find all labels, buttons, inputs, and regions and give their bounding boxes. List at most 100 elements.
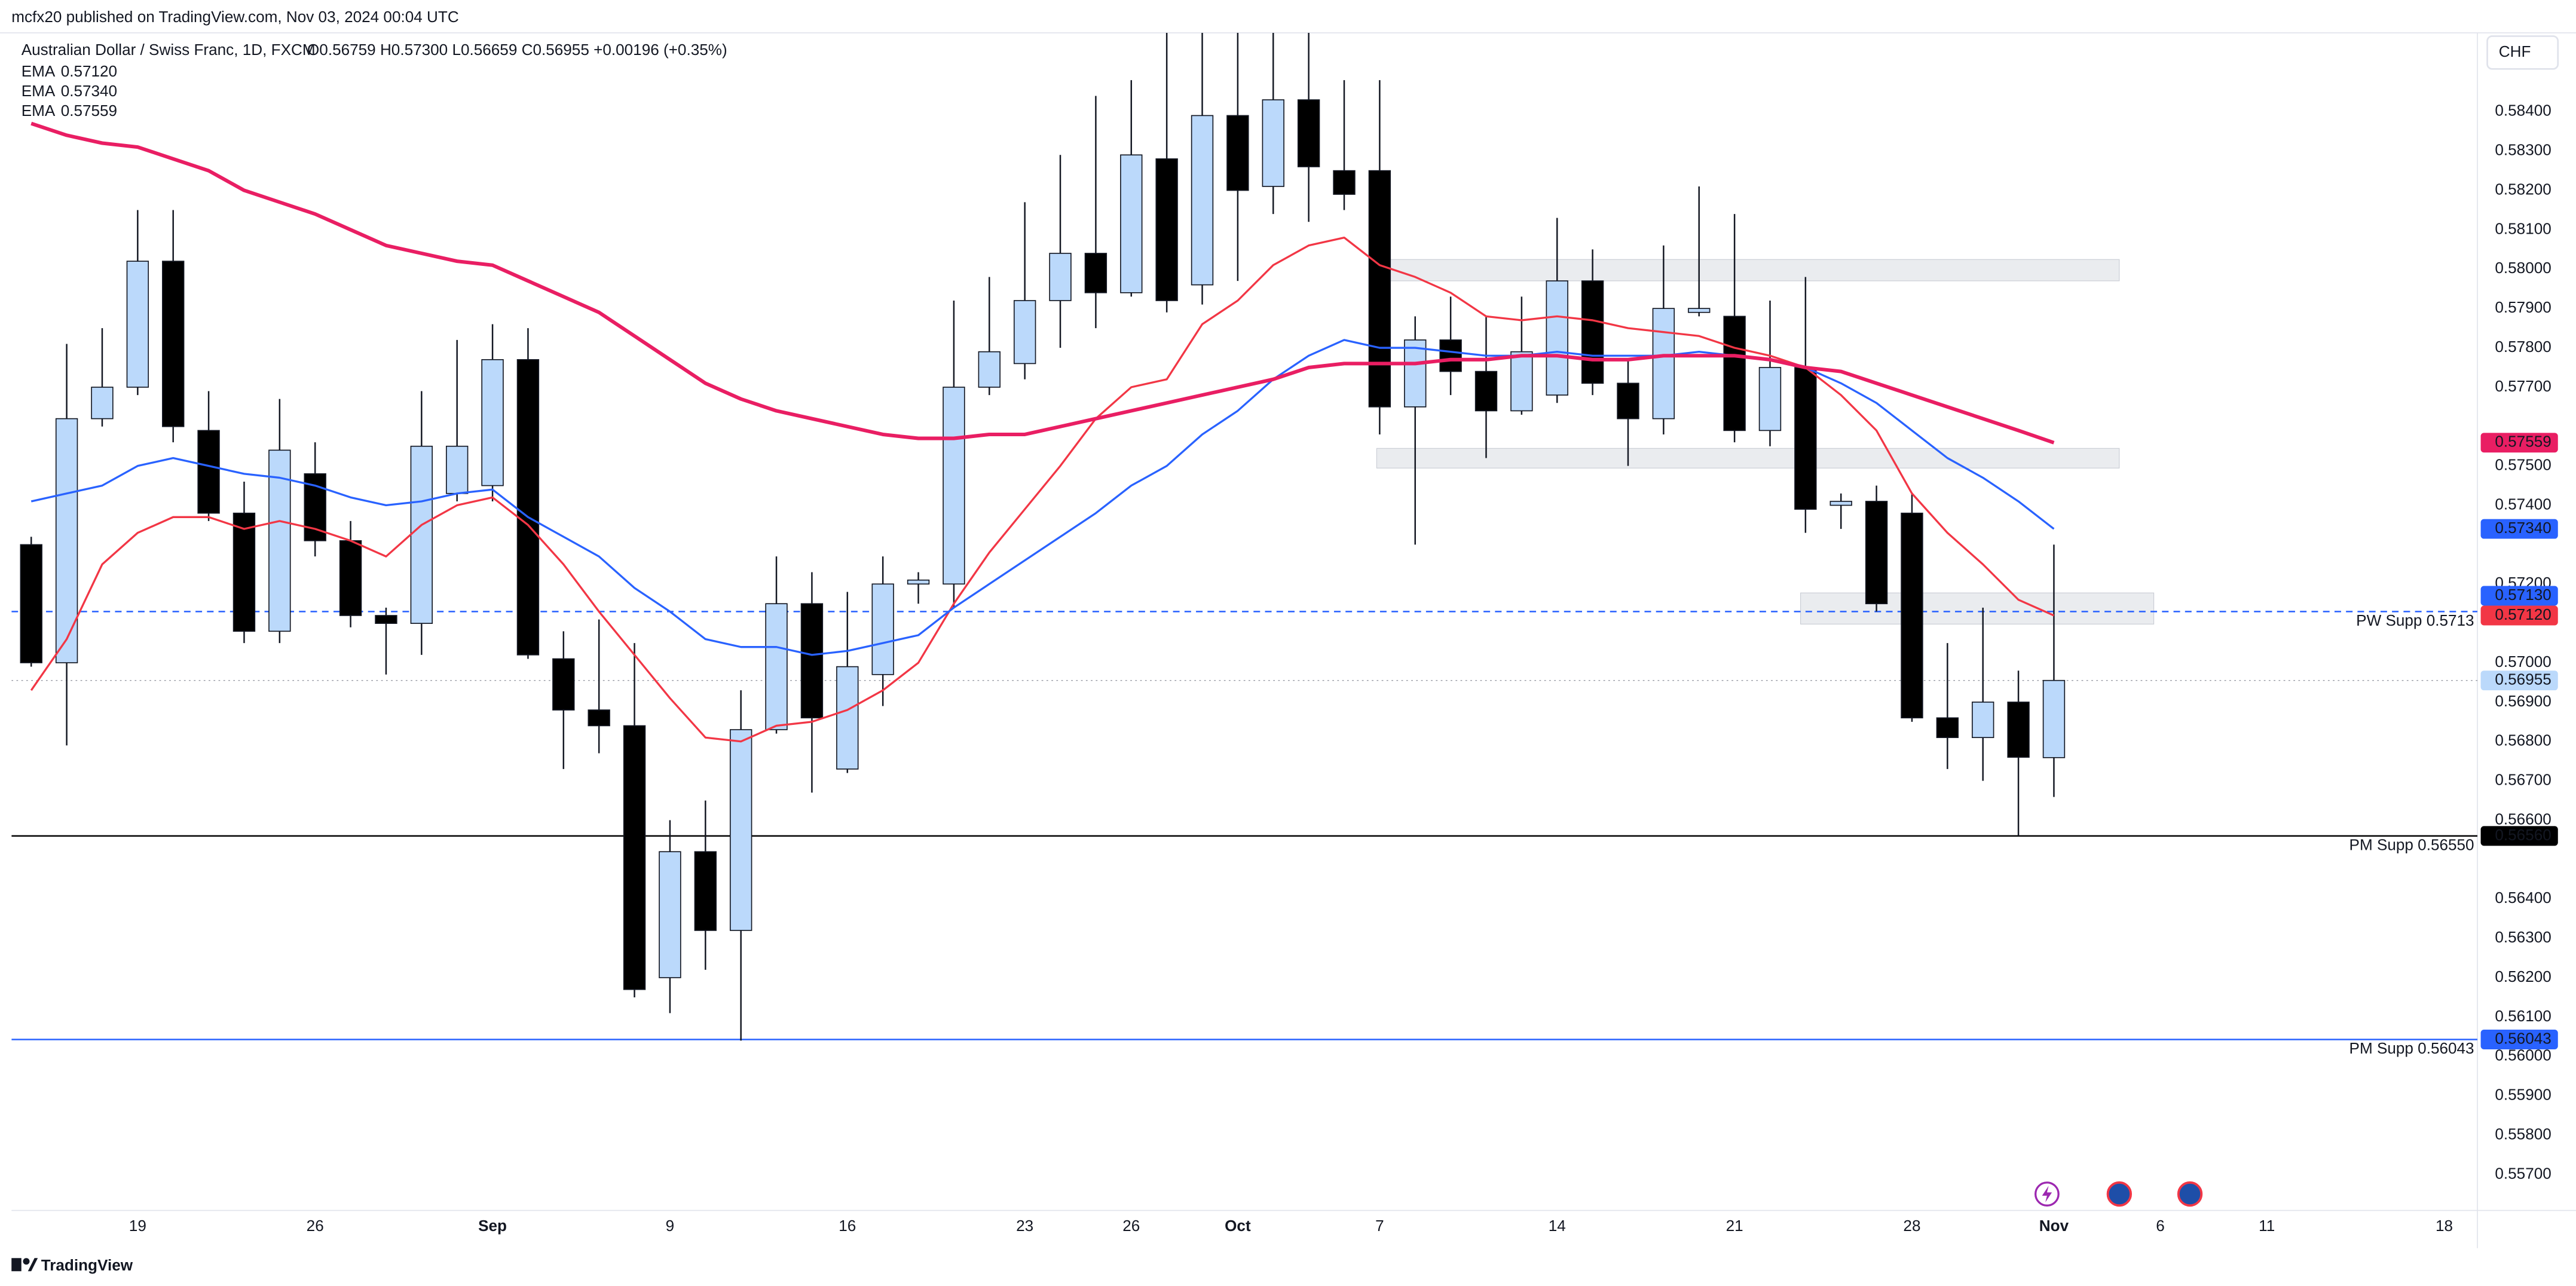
candle-body [446,445,469,494]
y-tick-label: 0.56600 [2495,810,2551,828]
zone [1376,448,2120,469]
price-badge [2480,519,2558,539]
candle-body [659,851,681,978]
ema-line [30,339,2055,656]
candle-body [1617,382,1639,420]
candle-body [1333,170,1356,195]
candle-body [943,387,965,585]
candle-body [481,359,504,486]
legend-name: EMA [22,62,56,80]
x-tick-label: 6 [2156,1217,2165,1235]
candle-body [1439,339,1462,372]
candle-body [836,666,859,770]
price-badge [2480,670,2558,691]
candle-body [20,544,42,663]
x-tick-label: 9 [666,1217,675,1235]
x-tick-label: 23 [1016,1217,1033,1235]
publisher: mcfx20 published on TradingView.com, Nov… [11,8,458,26]
price-badge [2480,826,2558,846]
candle-body [1652,308,1675,420]
plot [11,33,2478,1041]
candle-body [126,261,149,388]
price-badge-label: 0.56955 [2495,670,2551,688]
y-tick-label: 0.57500 [2495,456,2551,474]
price-badge [2480,1029,2558,1049]
candle-body [1688,308,1711,313]
candle-body [1084,253,1108,293]
zone [1800,592,2155,624]
candle-body [907,579,930,585]
candle-body [1297,99,1320,167]
candle-body [1723,316,1746,431]
candle-body [1972,702,1994,739]
candle-body [516,359,540,656]
currency-button[interactable] [2486,35,2559,70]
zone [1388,259,2120,281]
candle-body [1155,158,1178,301]
price-badge [2480,433,2558,453]
candle-body [1191,115,1214,286]
level-label: PW Supp 0.5713 [2356,611,2474,629]
candle-body [978,351,1001,388]
brand: TradingView [41,1256,133,1274]
x-tick-label: Sep [478,1217,507,1235]
y-tick-label: 0.55900 [2495,1086,2551,1104]
candle-body [552,658,575,711]
candle-body [1829,501,1852,506]
logo [11,1258,38,1272]
y-tick-label: 0.58100 [2495,219,2551,237]
legend-value: 0.57559 [61,102,117,120]
y-tick-label: 0.58000 [2495,259,2551,277]
candle-body [162,261,185,427]
candle-body [375,615,397,624]
candle-body [1262,99,1284,187]
ema-line [30,121,2055,445]
candle-body [871,583,894,675]
currency[interactable]: CHF [2499,42,2531,60]
candle-body [1013,300,1036,365]
y-tick-label: 0.56900 [2495,692,2551,710]
y-tick-label: 0.56300 [2495,928,2551,946]
y-tick-label: 0.57900 [2495,298,2551,316]
x-tick-label: 26 [1122,1217,1140,1235]
overlay: 0.557000.558000.559000.560000.561000.562… [22,62,2558,1235]
candle-body [1120,154,1143,293]
x-tick-label: 16 [839,1217,856,1235]
candle-body [1049,253,1072,301]
price-badge-label: 0.57130 [2495,586,2551,604]
x-tick-label: 14 [1549,1217,1566,1235]
candle-body [1901,512,1923,719]
x-tick-label: 7 [1375,1217,1384,1235]
candle-body [1758,367,1782,431]
y-tick-label: 0.58400 [2495,102,2551,120]
x-tick-label: Oct [1225,1217,1251,1235]
price-badge-label: 0.56043 [2495,1029,2551,1047]
candle-body [91,387,114,420]
legend-value: 0.57340 [61,82,117,100]
candle-body [1368,170,1391,408]
x-tick-label: 28 [1903,1217,1920,1235]
y-tick-label: 0.56800 [2495,731,2551,749]
candle-body [729,729,752,931]
candle-body [410,445,433,624]
y-tick-label: 0.55700 [2495,1164,2551,1182]
ohlc: O0.56759 H0.57300 L0.56659 C0.56955 +0.0… [307,41,727,59]
level-label: PM Supp 0.56043 [2349,1039,2474,1057]
x-tick-label: 19 [129,1217,146,1235]
candle-body [268,449,291,632]
candle-body [197,430,220,514]
candle-body [1226,115,1249,191]
price-badge-label: 0.57120 [2495,605,2551,623]
x-tick-label: 18 [2436,1217,2453,1235]
candle-body [765,603,788,730]
y-tick-label: 0.56400 [2495,889,2551,907]
candle-body [1546,280,1568,396]
price-badge-label: 0.56560 [2495,826,2551,844]
price-badge [2480,586,2558,606]
y-tick-label: 0.56100 [2495,1007,2551,1025]
y-tick-label: 0.56200 [2495,967,2551,985]
candle-body [2007,702,2030,758]
